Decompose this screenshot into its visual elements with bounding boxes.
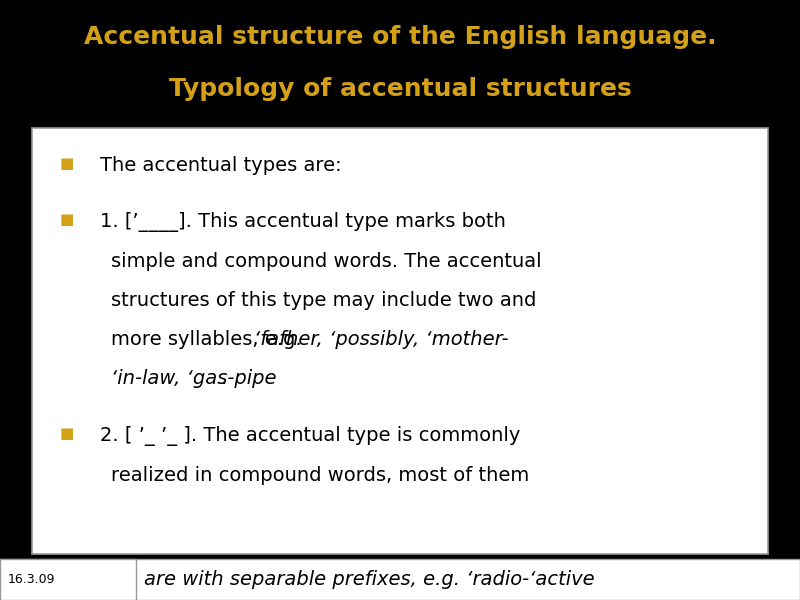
Text: more syllables, e.g.: more syllables, e.g.: [111, 330, 308, 349]
Text: 1. [’____]. This accentual type marks both: 1. [’____]. This accentual type marks bo…: [100, 212, 506, 232]
Text: simple and compound words. The accentual: simple and compound words. The accentual: [111, 251, 542, 271]
Text: 16.3.09: 16.3.09: [8, 573, 55, 586]
FancyBboxPatch shape: [0, 559, 800, 600]
FancyBboxPatch shape: [0, 559, 136, 600]
Text: Typology of accentual structures: Typology of accentual structures: [169, 77, 631, 101]
Text: realized in compound words, most of them: realized in compound words, most of them: [111, 466, 530, 485]
FancyBboxPatch shape: [32, 128, 768, 554]
Text: are with separable prefixes, e.g. ‘radio-‘active: are with separable prefixes, e.g. ‘radio…: [144, 570, 594, 589]
Text: ■: ■: [60, 155, 74, 170]
Text: ■: ■: [60, 212, 74, 227]
Text: Accentual structure of the English language.: Accentual structure of the English langu…: [84, 25, 716, 49]
Text: .: .: [221, 370, 226, 388]
Text: structures of this type may include two and: structures of this type may include two …: [111, 291, 537, 310]
Text: ‘fafher, ‘possibly, ‘mother-: ‘fafher, ‘possibly, ‘mother-: [254, 330, 508, 349]
Text: 2. [ ’_ ’_ ]. The accentual type is commonly: 2. [ ’_ ’_ ]. The accentual type is comm…: [100, 427, 520, 446]
Text: ‘in-law, ‘gas-pipe: ‘in-law, ‘gas-pipe: [111, 370, 277, 388]
Text: The accentual types are:: The accentual types are:: [100, 155, 342, 175]
Text: ■: ■: [60, 427, 74, 442]
